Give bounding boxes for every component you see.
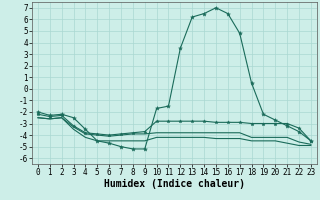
X-axis label: Humidex (Indice chaleur): Humidex (Indice chaleur) (104, 179, 245, 189)
